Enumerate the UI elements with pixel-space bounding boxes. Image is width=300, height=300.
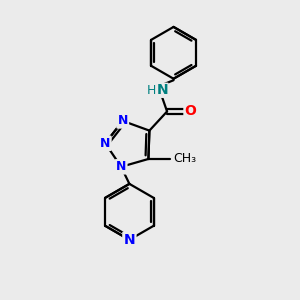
Text: N: N	[156, 83, 168, 97]
Text: H: H	[147, 84, 156, 97]
Text: N: N	[100, 137, 110, 150]
Text: CH₃: CH₃	[173, 152, 196, 166]
Text: N: N	[116, 160, 126, 173]
Text: N: N	[124, 233, 135, 247]
Text: O: O	[185, 104, 197, 118]
Text: N: N	[118, 114, 128, 128]
